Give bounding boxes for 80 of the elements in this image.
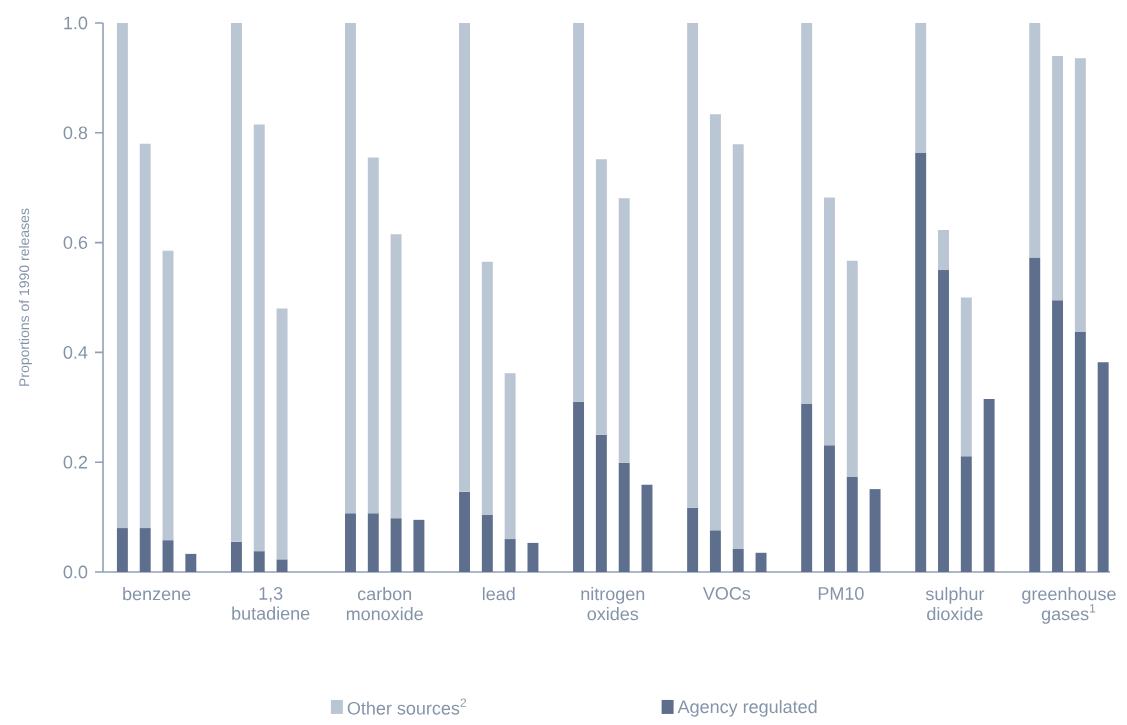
bar (116, 23, 128, 529)
bar (755, 552, 767, 572)
y-tick-label: 0.2 (63, 455, 88, 469)
bar (573, 401, 585, 572)
bar (345, 23, 356, 514)
bar (869, 489, 881, 572)
bar (1052, 300, 1064, 572)
bar (641, 484, 653, 572)
bar (846, 477, 858, 572)
y-tick-label: 1.0 (64, 16, 88, 30)
bar (938, 229, 949, 271)
bar (732, 144, 744, 549)
bar (915, 23, 927, 154)
bar (390, 518, 402, 572)
bar (162, 540, 174, 572)
bar (573, 23, 585, 402)
bar (595, 159, 607, 435)
bar (276, 308, 288, 560)
x-tick-label: benzene (123, 587, 191, 601)
bar (116, 528, 128, 572)
x-tick-label: sulphur dioxide (925, 587, 985, 621)
x-tick-label: nitrogen oxides (581, 587, 645, 621)
bar (253, 124, 265, 552)
bar (1074, 332, 1086, 572)
bar (709, 114, 721, 531)
bar (1052, 55, 1064, 301)
legend-label: Other sources$^{2}$ (347, 698, 467, 715)
bar (960, 297, 972, 457)
bar (504, 539, 516, 572)
bar (1074, 58, 1086, 333)
bar (1029, 257, 1041, 572)
y-tick-label: 0.6 (63, 236, 88, 249)
x-tick-label: lead (482, 587, 515, 601)
bar (823, 197, 835, 446)
x-tick-label: 1,3 butadiene (232, 587, 310, 620)
bar (139, 528, 151, 572)
y-tick-label: 0.4 (63, 346, 88, 359)
bar (367, 157, 379, 514)
bar (527, 542, 539, 572)
bar (595, 434, 607, 572)
bar (732, 548, 744, 572)
bar (367, 513, 379, 572)
bar (687, 23, 699, 508)
bar (413, 519, 425, 572)
bar (801, 404, 813, 572)
bar (481, 261, 493, 515)
bar (960, 456, 972, 572)
bar (915, 153, 927, 572)
bar (185, 553, 197, 572)
x-tick-label: VOCs (702, 587, 751, 600)
bar (481, 514, 493, 572)
bar (1097, 362, 1109, 572)
bar (459, 491, 470, 572)
bar (504, 373, 516, 540)
x-tick-label: greenhouse gases$^{1}$ (1022, 587, 1116, 624)
bar (230, 541, 242, 572)
legend-label: Agency regulated (677, 699, 817, 717)
bar (390, 234, 402, 519)
bar (618, 198, 630, 463)
bar (139, 143, 151, 529)
bar (618, 462, 630, 572)
bar (709, 530, 721, 572)
bar (687, 507, 699, 572)
bar (162, 250, 174, 541)
bar (1029, 23, 1041, 258)
bar (846, 260, 858, 478)
bar (801, 23, 813, 404)
bar (459, 23, 470, 492)
bar (983, 399, 995, 572)
x-tick-label: PM10 (818, 587, 864, 600)
y-tick-label: 0.8 (63, 126, 88, 140)
y-tick-label: 0.0 (63, 565, 88, 579)
bar (345, 513, 356, 572)
bar (276, 559, 288, 572)
y-axis-title: Proportions of 1990 releases (18, 208, 32, 386)
bar (823, 445, 835, 572)
bar (938, 270, 949, 572)
bar (230, 23, 242, 542)
x-tick-label: carbon monoxide (346, 587, 423, 621)
bar (253, 551, 265, 572)
